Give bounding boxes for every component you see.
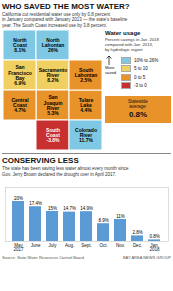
svg-text:June: June [31,243,41,248]
svg-text:SouthCoast-3.8%: SouthCoast-3.8% [46,127,60,143]
svg-text:Dec.: Dec. [133,243,142,248]
html-text:The state has been saving less: The state has been saving less water alm… [2,166,129,177]
html-text:Water usage: Water usage [105,30,141,37]
svg-text:July: July [48,243,57,248]
svg-text:Aug.: Aug. [65,243,74,248]
svg-text:17.4%: 17.4% [29,201,42,206]
html-text:Source: State Water Resources: Source: State Water Resources Control Bo… [2,255,84,260]
html-text:0.8%: 0.8% [128,109,148,119]
svg-text:NorthCoast8.1%: NorthCoast8.1% [13,37,27,54]
html-text:BAY AREA NEWS GROUP: BAY AREA NEWS GROUP [122,255,171,260]
svg-text:20%: 20% [14,196,23,201]
html-text:Statewide average:: Statewide average: [128,98,148,110]
html-text:10% to 26%: 10% to 26% [134,57,159,63]
svg-text:NorthLahontan26%: NorthLahontan26% [42,37,65,54]
html-text:5 to 10: 5 to 10 [134,66,148,72]
svg-text:Sept.: Sept. [81,243,92,248]
svg-text:14.7%: 14.7% [63,206,76,211]
svg-text:May2017: May2017 [13,243,24,253]
svg-text:SouthLahontan2.5%: SouthLahontan2.5% [75,67,98,84]
svg-text:SanJoaquinRiver5.3%: SanJoaquinRiver5.3% [43,95,62,117]
svg-text:Jan.2018: Jan.2018 [149,243,160,253]
svg-text:0.8%: 0.8% [149,234,159,239]
svg-text:TulareLake4.4%: TulareLake4.4% [79,97,94,114]
svg-text:SanFranciscoBay6.9%: SanFranciscoBay6.9% [8,65,32,87]
html-text:WHO SAVED THE MOST WATER?: WHO SAVED THE MOST WATER? [2,2,130,11]
html-text:0 to 5: 0 to 5 [134,74,146,80]
html-text:California cut residential wat: California cut residential water use onl… [2,12,128,28]
svg-text:8.9%: 8.9% [98,218,108,223]
svg-text:11%: 11% [116,214,125,219]
svg-text:Nov.: Nov. [116,243,125,248]
html-text:CONSERVING LESS: CONSERVING LESS [2,156,79,166]
html-text:-3 to 0: -3 to 0 [134,83,147,89]
svg-text:15%: 15% [48,206,57,211]
svg-text:SacramentoRiver8.2%: SacramentoRiver8.2% [39,67,68,84]
svg-text:2.8%: 2.8% [132,230,142,235]
svg-text:CentralCoast4.7%: CentralCoast4.7% [11,97,29,114]
html-text:More saved: More saved [105,65,117,76]
svg-text:Oct.: Oct. [99,243,107,248]
svg-text:14.9%: 14.9% [80,206,93,211]
svg-text:ColoradoRiver11.7%: ColoradoRiver11.7% [75,127,97,143]
html-text:Percent savings in Jan. 2018 c: Percent savings in Jan. 2018 compared wi… [105,37,159,53]
